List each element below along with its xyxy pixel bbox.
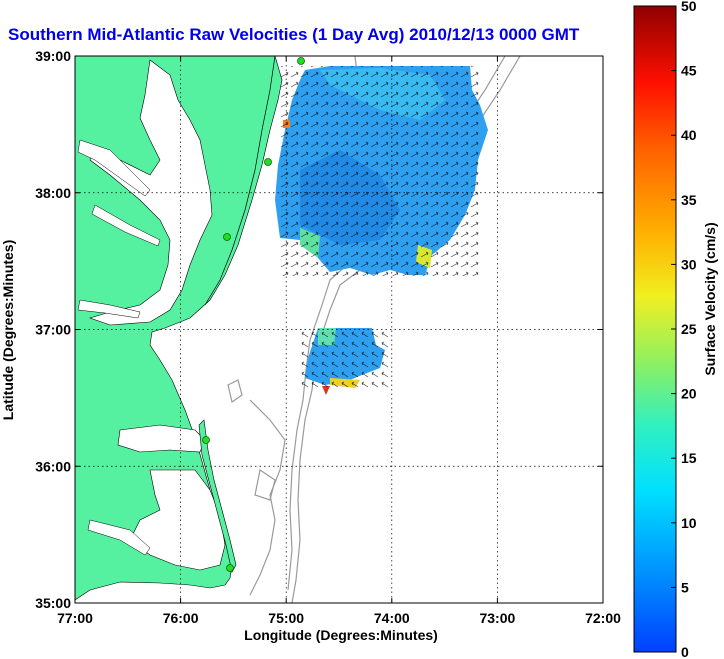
colorbar-tick-label: 30 xyxy=(681,256,697,272)
colorbar xyxy=(633,5,677,653)
colorbar-tick-label: 20 xyxy=(681,386,697,402)
grid-lines xyxy=(75,56,603,603)
albemarle-sound xyxy=(117,424,206,453)
colorbar-label: Surface Velocity (cm/s) xyxy=(702,222,718,375)
x-tick-label: 77:00 xyxy=(57,610,93,626)
radar-station xyxy=(297,57,305,65)
x-tick-label: 76:00 xyxy=(163,610,199,626)
radar-station xyxy=(226,564,234,572)
x-tick-label: 74:00 xyxy=(374,610,410,626)
colorbar-tick-label: 50 xyxy=(681,0,697,14)
colorbar-tick-label: 45 xyxy=(681,63,697,79)
x-tick-labels: 77:00 76:00 75:00 74:00 73:00 72:00 xyxy=(57,56,621,626)
radar-station xyxy=(264,158,272,166)
y-tick-labels: 39:00 38:00 37:00 36:00 35:00 xyxy=(35,48,603,611)
outer-banks xyxy=(198,419,237,573)
x-axis-label: Longitude (Degrees:Minutes) xyxy=(244,627,438,643)
james-river xyxy=(77,299,141,319)
y-tick-label: 39:00 xyxy=(35,48,71,64)
colorbar-tick-label: 15 xyxy=(681,450,697,466)
colorbar-tick-label: 40 xyxy=(681,127,697,143)
y-tick-label: 35:00 xyxy=(35,595,71,611)
colorbar-tick-label: 10 xyxy=(681,515,697,531)
colorbar-ticks: 0 5 10 15 20 25 30 35 40 45 50 xyxy=(671,0,697,659)
rappahannock-river xyxy=(91,204,161,247)
y-axis-label: Latitude (Degrees:Minutes) xyxy=(0,240,16,420)
colorbar-tick-label: 25 xyxy=(681,321,697,337)
land-mainland xyxy=(75,56,283,601)
figure-title: Southern Mid-Atlantic Raw Velocities (1 … xyxy=(8,25,580,44)
radar-station xyxy=(202,436,210,444)
y-tick-label: 38:00 xyxy=(35,185,71,201)
y-tick-label: 37:00 xyxy=(35,322,71,338)
pamlico-sound xyxy=(129,469,226,571)
radar-station xyxy=(223,233,231,241)
colorbar-tick-label: 5 xyxy=(681,579,689,595)
delmarva-coast xyxy=(204,56,276,306)
radar-stations xyxy=(202,57,305,572)
potomac-river xyxy=(77,139,151,197)
x-tick-label: 73:00 xyxy=(479,610,515,626)
x-tick-label: 72:00 xyxy=(585,610,621,626)
velocity-field-south-arrows xyxy=(300,328,390,390)
colorbar-tick-label: 35 xyxy=(681,192,697,208)
x-tick-label: 75:00 xyxy=(268,610,304,626)
colorbar-tick-label: 0 xyxy=(681,644,689,659)
y-tick-label: 36:00 xyxy=(35,458,71,474)
river-inlet xyxy=(87,519,151,556)
velocity-field-north-arrows xyxy=(280,66,480,276)
